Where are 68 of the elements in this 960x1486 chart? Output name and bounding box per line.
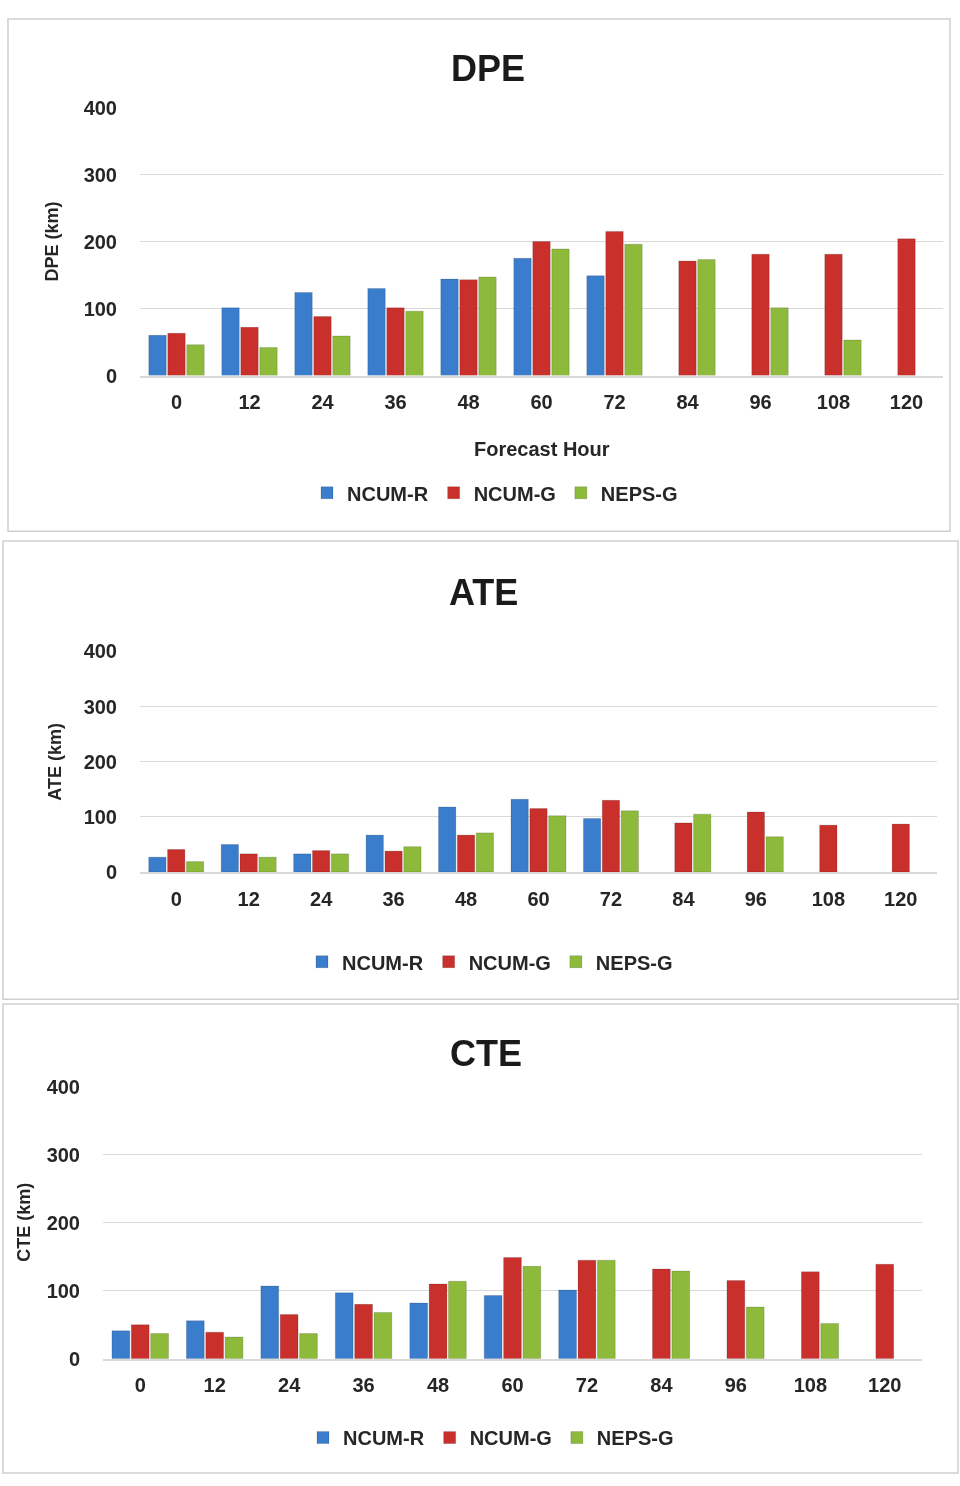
x-tick-label: 48 [426, 1374, 450, 1397]
y-tick-label: 100 [83, 805, 117, 828]
y-axis-title: CTE (km) [14, 1182, 35, 1262]
x-tick-label: 24 [278, 1374, 302, 1397]
x-tick-label: 84 [672, 887, 696, 910]
bar [819, 824, 838, 873]
y-tick-label: 300 [83, 163, 117, 186]
x-tick-label: 12 [237, 887, 260, 910]
x-tick-label: 108 [793, 1374, 828, 1397]
x-tick-label: 72 [603, 391, 626, 414]
y-tick-label: 200 [46, 1211, 80, 1234]
x-tick-label: 108 [816, 391, 851, 414]
y-tick-label: 0 [105, 861, 117, 884]
legend-label: NCUM-G [473, 482, 556, 505]
y-tick-label: 400 [83, 96, 117, 119]
legend-label: NCUM-G [469, 1427, 552, 1450]
x-tick-label: 36 [352, 1374, 375, 1397]
y-tick-label: 0 [68, 1347, 80, 1370]
legend-label: NCUM-R [342, 951, 424, 974]
chart-title: ATE [449, 572, 519, 613]
x-tick-label: 60 [530, 391, 553, 414]
x-tick-label: 48 [457, 391, 480, 414]
x-tick-label: 24 [311, 391, 335, 414]
y-tick-label: 300 [46, 1143, 80, 1166]
x-axis-title: Forecast Hour [474, 438, 610, 460]
y-tick-label: 100 [46, 1279, 80, 1302]
x-tick-label: 12 [203, 1374, 226, 1397]
chart-title: CTE [450, 1033, 522, 1074]
x-tick-label: 36 [382, 887, 405, 910]
x-tick-label: 84 [650, 1374, 674, 1397]
x-tick-label: 96 [744, 887, 767, 910]
x-tick-label: 0 [134, 1374, 146, 1397]
x-tick-label: 12 [238, 391, 261, 414]
y-tick-label: 100 [83, 297, 117, 320]
x-tick-label: 60 [527, 887, 550, 910]
x-tick-label: 48 [454, 887, 478, 910]
x-tick-label: 96 [724, 1374, 747, 1397]
y-axis-title: DPE (km) [42, 201, 63, 282]
x-tick-label: 120 [884, 887, 918, 910]
x-tick-label: 24 [310, 887, 334, 910]
x-tick-label: 72 [575, 1374, 599, 1397]
x-tick-label: 84 [676, 391, 700, 414]
bar [891, 823, 910, 873]
y-tick-label: 400 [46, 1075, 80, 1098]
x-tick-label: 36 [384, 391, 407, 414]
x-tick-label: 72 [599, 887, 623, 910]
x-tick-label: 120 [868, 1374, 902, 1397]
x-tick-label: 96 [749, 391, 772, 414]
bar [897, 238, 916, 376]
y-tick-label: 300 [83, 695, 117, 718]
legend-label: NEPS-G [600, 482, 678, 505]
legend-label: NCUM-G [468, 951, 551, 974]
chart-title: DPE [451, 48, 526, 89]
x-tick-label: 0 [170, 887, 182, 910]
x-tick-label: 120 [889, 391, 924, 414]
x-tick-label: 0 [170, 391, 183, 414]
x-tick-label: 108 [811, 887, 846, 910]
legend-label: NEPS-G [596, 1427, 674, 1450]
y-tick-label: 0 [105, 364, 117, 387]
y-tick-label: 200 [83, 230, 117, 253]
legend-label: NEPS-G [595, 951, 673, 974]
y-tick-label: 200 [83, 750, 117, 773]
legend-label: NCUM-R [347, 482, 429, 505]
x-tick-label: 60 [501, 1374, 524, 1397]
bar [875, 1263, 894, 1359]
y-tick-label: 400 [83, 640, 117, 663]
legend-label: NCUM-R [343, 1427, 425, 1450]
y-axis-title: ATE (km) [45, 723, 66, 801]
